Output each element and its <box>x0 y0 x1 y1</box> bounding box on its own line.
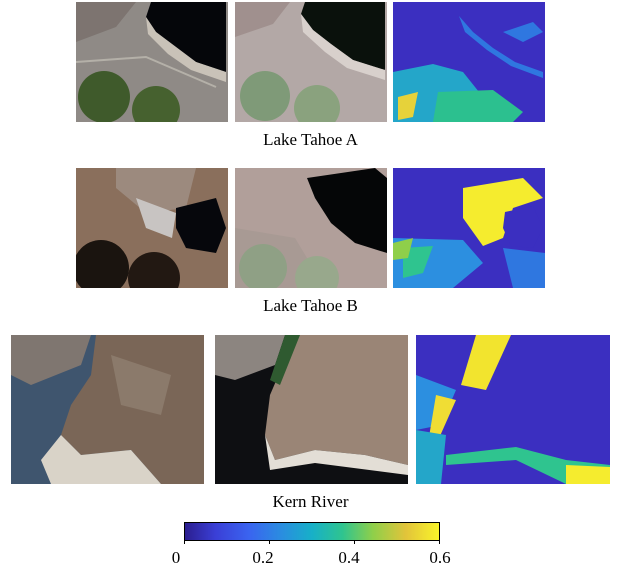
caption-lake-tahoe-a: Lake Tahoe A <box>263 130 358 149</box>
lake-tahoe-b-image-1 <box>76 168 228 288</box>
caption-lake-tahoe-b: Lake Tahoe B <box>263 296 358 315</box>
colorbar-tick <box>269 540 270 544</box>
lake-tahoe-b-image-2 <box>235 168 387 288</box>
lake-tahoe-a-image-2 <box>235 2 387 122</box>
colorbar-tick <box>354 540 355 544</box>
colorbar-tick-label: 0.4 <box>338 548 360 567</box>
colorbar-tick <box>184 540 185 544</box>
kern-river-image-2 <box>215 335 408 484</box>
kern-river-image-1 <box>11 335 204 484</box>
colorbar-tick-label: 0.2 <box>252 548 274 567</box>
lake-tahoe-a-image-1 <box>76 2 228 122</box>
kern-river-diff-map <box>416 335 610 484</box>
lake-tahoe-a-diff-map <box>393 2 545 122</box>
colorbar-tick <box>439 540 440 544</box>
colorbar-tick-label: 0 <box>171 548 181 567</box>
caption-kern-river: Kern River <box>272 492 349 511</box>
colorbar <box>184 522 440 541</box>
colorbar-tick-label: 0.6 <box>429 548 451 567</box>
lake-tahoe-b-diff-map <box>393 168 545 288</box>
